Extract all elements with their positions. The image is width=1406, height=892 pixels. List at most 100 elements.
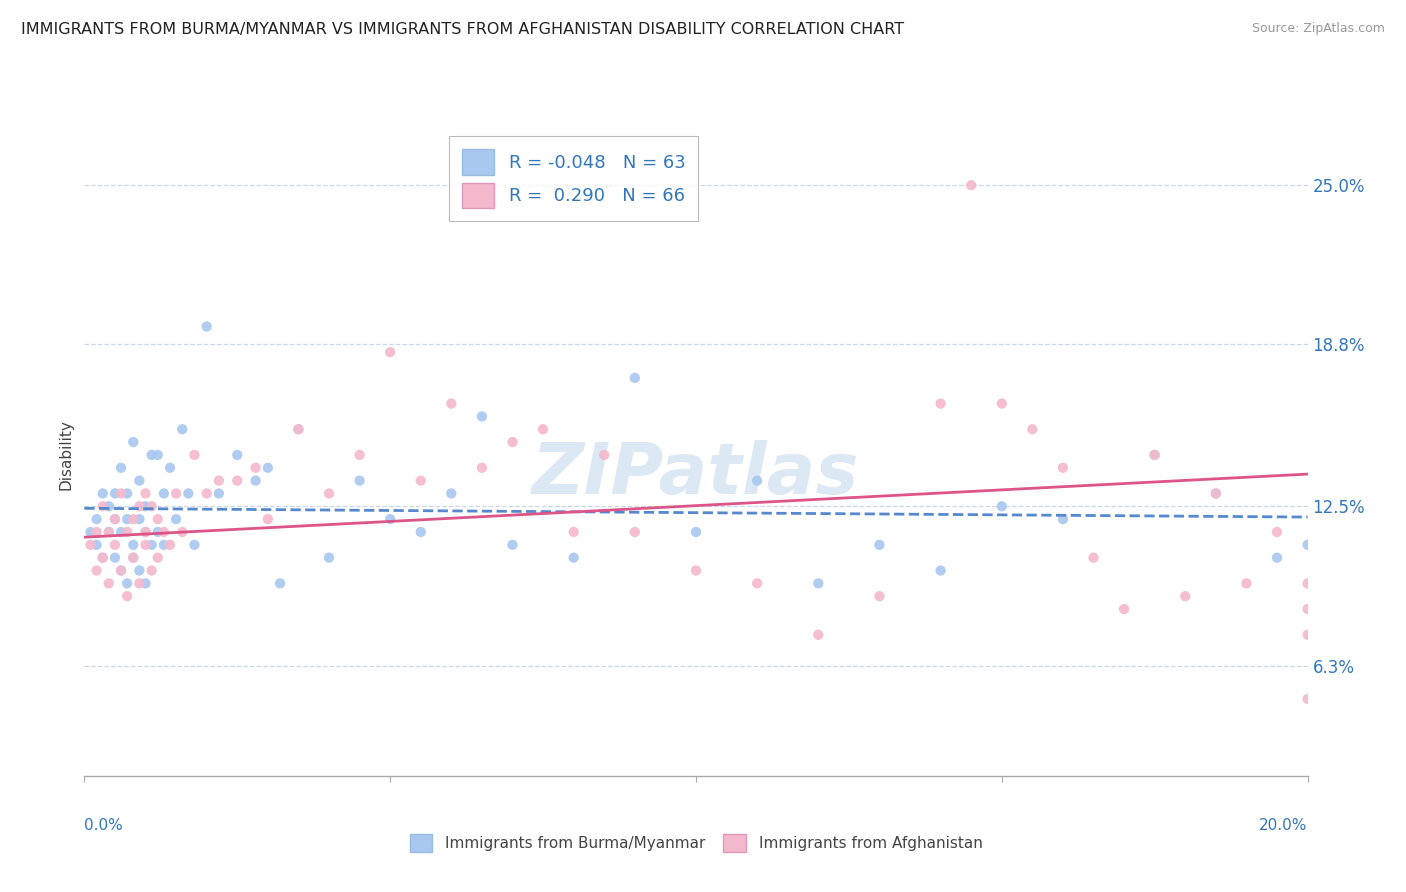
Point: [104, 486, 127, 500]
Point: [110, 460, 132, 475]
Point: [135, 486, 157, 500]
Point: [929, 396, 952, 410]
Point: [226, 448, 249, 462]
Point: [86, 538, 108, 552]
Point: [128, 512, 150, 526]
Point: [318, 550, 340, 565]
Point: [380, 512, 402, 526]
Point: [122, 435, 145, 450]
Point: [869, 538, 891, 552]
Point: [146, 448, 169, 462]
Point: [208, 486, 231, 500]
Point: [257, 460, 280, 475]
Point: [471, 409, 494, 424]
Point: [128, 576, 150, 591]
Point: [349, 448, 371, 462]
Point: [1143, 448, 1166, 462]
Point: [122, 550, 145, 565]
Point: [146, 524, 169, 539]
Point: [97, 524, 120, 539]
Point: [141, 538, 163, 552]
Point: [115, 524, 138, 539]
Point: [287, 422, 309, 436]
Point: [562, 550, 585, 565]
Point: [146, 512, 169, 526]
Point: [110, 564, 132, 578]
Point: [1174, 589, 1197, 603]
Point: [1265, 524, 1288, 539]
Point: [104, 550, 127, 565]
Point: [1296, 628, 1319, 642]
Text: 0.0%: 0.0%: [84, 818, 124, 832]
Point: [115, 486, 138, 500]
Point: [172, 524, 194, 539]
Point: [562, 524, 585, 539]
Point: [1052, 512, 1074, 526]
Point: [153, 524, 176, 539]
Point: [747, 576, 769, 591]
Point: [245, 460, 267, 475]
Point: [135, 524, 157, 539]
Point: [685, 524, 707, 539]
Point: [807, 576, 830, 591]
Point: [183, 538, 205, 552]
Point: [195, 319, 218, 334]
Point: [110, 486, 132, 500]
Point: [318, 486, 340, 500]
Point: [146, 550, 169, 565]
Point: [257, 512, 280, 526]
Point: [1205, 486, 1227, 500]
Point: [991, 396, 1014, 410]
Point: [110, 524, 132, 539]
Point: [97, 576, 120, 591]
Point: [1114, 602, 1136, 616]
Point: [115, 589, 138, 603]
Point: [1296, 576, 1319, 591]
Point: [685, 564, 707, 578]
Point: [135, 576, 157, 591]
Point: [91, 550, 114, 565]
Point: [409, 524, 432, 539]
Point: [159, 460, 181, 475]
Point: [531, 422, 554, 436]
Text: Source: ZipAtlas.com: Source: ZipAtlas.com: [1251, 22, 1385, 36]
Point: [624, 371, 647, 385]
Point: [128, 564, 150, 578]
Point: [97, 500, 120, 514]
Point: [91, 486, 114, 500]
Point: [153, 486, 176, 500]
Point: [91, 550, 114, 565]
Point: [183, 448, 205, 462]
Point: [1205, 486, 1227, 500]
Point: [502, 538, 524, 552]
Point: [86, 512, 108, 526]
Point: [269, 576, 291, 591]
Point: [349, 474, 371, 488]
Point: [1296, 602, 1319, 616]
Point: [869, 589, 891, 603]
Text: 20.0%: 20.0%: [1260, 818, 1308, 832]
Point: [97, 524, 120, 539]
Point: [135, 538, 157, 552]
Point: [1234, 576, 1257, 591]
Point: [245, 474, 267, 488]
Point: [624, 524, 647, 539]
Point: [122, 538, 145, 552]
Point: [91, 500, 114, 514]
Point: [287, 422, 309, 436]
Point: [115, 512, 138, 526]
Point: [1143, 448, 1166, 462]
Point: [1021, 422, 1043, 436]
Point: [502, 435, 524, 450]
Point: [807, 628, 830, 642]
Y-axis label: Disability: Disability: [58, 419, 73, 491]
Point: [141, 564, 163, 578]
Point: [593, 448, 616, 462]
Point: [177, 486, 200, 500]
Point: [135, 524, 157, 539]
Point: [153, 538, 176, 552]
Point: [1296, 692, 1319, 706]
Point: [747, 474, 769, 488]
Point: [172, 422, 194, 436]
Point: [104, 538, 127, 552]
